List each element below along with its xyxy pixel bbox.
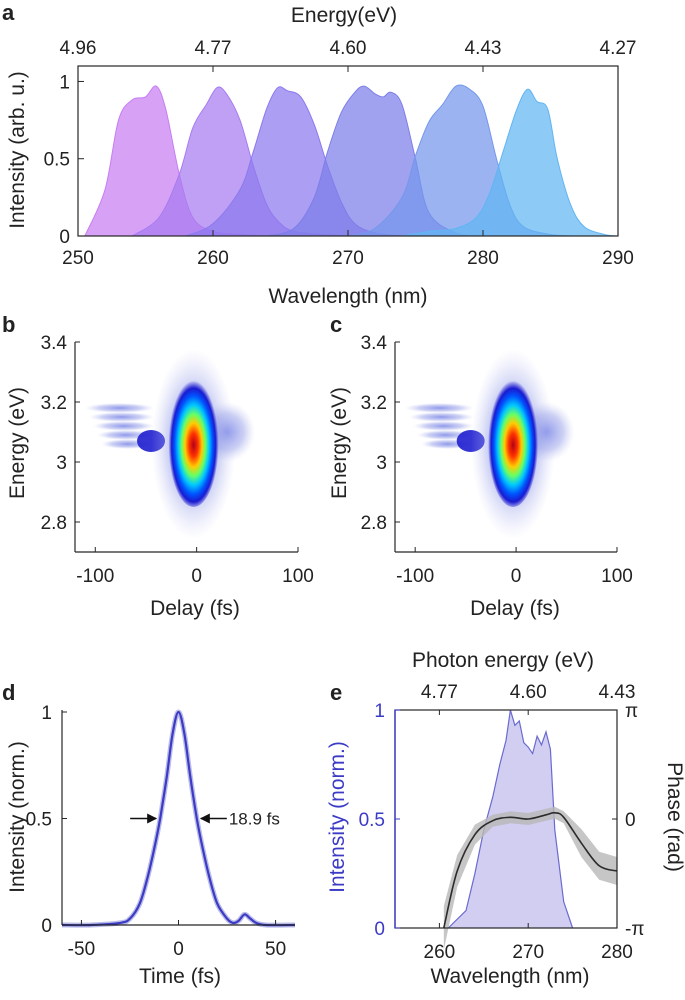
- panel-c: c -100 0 100 2.8 3 3.2 3.4 Delay (fs) Energy (…: [328, 312, 633, 620]
- panel-a-y-tick-label: 0: [59, 227, 70, 248]
- panel-e-y2-tick-label: 0: [625, 810, 636, 831]
- panel-b-x-tick-label: 0: [191, 566, 202, 587]
- panel-d-intensity-line: [61, 710, 296, 927]
- panel-b-x-tick-label: 100: [282, 566, 314, 587]
- panel-d-fwhm-arrowhead-right: [199, 813, 210, 824]
- panel-a-series-group: [84, 84, 619, 237]
- panel-a-top-tick-label: 4.27: [600, 38, 637, 59]
- panel-c-fringe: [409, 412, 474, 422]
- panel-c-y-tick-label: 2.8: [361, 513, 387, 534]
- panel-c-x-axis-label: Delay (fs): [470, 597, 560, 620]
- panel-a-x-axis-label: Wavelength (nm): [268, 285, 427, 308]
- panel-b-fringe: [85, 403, 155, 413]
- panel-c-ticks: -100 0 100 2.8 3 3.2 3.4: [361, 333, 633, 587]
- panel-b-y-tick-label: 3: [56, 453, 67, 474]
- panel-a-x-tick-label: 250: [62, 248, 94, 269]
- panel-a-x-tick-label: 280: [467, 248, 499, 269]
- panel-e-y-tick-label: 0.5: [359, 810, 385, 831]
- panel-c-x-tick-label: 0: [511, 566, 522, 587]
- panel-a-y-tick-label: 0.5: [44, 150, 70, 171]
- panel-b-heatmap: [74, 342, 298, 553]
- panel-a-y-tick-label: 1: [59, 72, 70, 93]
- panel-b-fringe: [93, 421, 155, 431]
- panel-a-top-tick-label: 4.43: [465, 38, 502, 59]
- panel-c-fringe: [405, 403, 474, 413]
- panel-a-top-tick-label: 4.96: [60, 38, 97, 59]
- panel-b-fringe: [89, 412, 155, 422]
- panel-e-phase-line: [443, 811, 618, 929]
- panel-d-ticks: -50 0 50 0 0.5 1: [26, 703, 287, 960]
- panel-d-y-tick-label: 0: [41, 916, 52, 937]
- panel-b-x-axis-label: Delay (fs): [150, 597, 240, 620]
- panel-e-y-tick-label: 0: [374, 919, 385, 940]
- panel-c-y-tick-label: 3.2: [361, 393, 387, 414]
- panel-label-b: b: [2, 312, 15, 337]
- panel-d-fwhm-label: 18.9 fs: [229, 810, 280, 829]
- panel-label-d: d: [2, 680, 15, 705]
- panel-e-top-tick-label: 4.43: [599, 682, 636, 703]
- panel-a-x-tick-label: 290: [602, 248, 634, 269]
- panel-b-y-tick-label: 2.8: [41, 513, 67, 534]
- panel-d-x-tick-label: 50: [265, 939, 286, 960]
- panel-c-fringe: [413, 421, 474, 431]
- panel-c-x-tick-label: -100: [396, 566, 434, 587]
- panel-d-y-tick-label: 0.5: [26, 810, 52, 831]
- panel-a-ticks: 250 260 270 280 290 4.96 4.77 4.60 4.43 4.27 0 0.5 1: [44, 38, 637, 269]
- panel-c-y-tick-label: 3.4: [361, 333, 388, 354]
- panel-a-series-6-area: [401, 88, 619, 237]
- panel-c-y-tick-label: 3: [376, 453, 387, 474]
- panel-d-x-tick-label: -50: [68, 939, 95, 960]
- panel-label-e: e: [330, 680, 342, 705]
- panel-c-x-tick-label: 100: [601, 566, 633, 587]
- panel-e-x-tick-label: 280: [601, 942, 633, 963]
- panel-b-y-axis-label: Energy (eV): [6, 387, 29, 499]
- panel-e-y-tick-label: 1: [374, 701, 385, 722]
- panel-d-plot: 18.9 fs: [61, 709, 296, 928]
- panel-label-a: a: [2, 0, 15, 25]
- panel-d: d 18.9 fs -50 0 50 0 0.5 1 Time (fs) Intensit…: [2, 680, 296, 988]
- panel-b-y-tick-label: 3.2: [41, 393, 67, 414]
- panel-e-x-axis-label: Wavelength (nm): [430, 965, 589, 988]
- panel-e-y2-tick-label: π: [625, 701, 638, 722]
- panel-a-top-tick-label: 4.60: [330, 38, 367, 59]
- panel-b-ticks: -100 0 100 2.8 3 3.2 3.4: [41, 333, 314, 587]
- panel-c-main-lobe: [488, 378, 539, 507]
- panel-label-c: c: [330, 312, 342, 337]
- panel-a-top-tick-label: 4.77: [195, 38, 232, 59]
- panel-d-x-tick-label: 0: [173, 939, 184, 960]
- panel-d-y-axis-label: Intensity (norm.): [6, 741, 29, 893]
- panel-a-y-axis-label: Intensity (arb. u.): [6, 71, 29, 229]
- panel-e-ticks: 260 270 280 4.77 4.60 4.43 0 0.5 1 -π 0 π: [359, 682, 645, 963]
- panel-e-y2-axis-label: Phase (rad): [663, 762, 685, 872]
- panel-a-x-tick-label: 260: [197, 248, 229, 269]
- panel-a-top-axis-label: Energy(eV): [291, 4, 397, 27]
- panel-b-main-lobe: [168, 378, 219, 507]
- panel-e-top-tick-label: 4.60: [510, 682, 547, 703]
- panel-d-y-tick-label: 1: [41, 703, 52, 724]
- panel-e-plot: [443, 709, 618, 950]
- panel-e-top-axis-label: Photon energy (eV): [412, 649, 594, 672]
- panel-e-y-axis-label: Intensity (norm.): [326, 741, 349, 893]
- panel-b-x-tick-label: -100: [76, 566, 114, 587]
- panel-d-fwhm-arrowhead-left: [147, 813, 158, 824]
- panel-c-heatmap: [394, 342, 617, 553]
- panel-b-y-tick-label: 3.4: [41, 333, 68, 354]
- panel-e-top-tick-label: 4.77: [421, 682, 458, 703]
- panel-a: a Energy(eV) 250 260 270 280 290 4.96 4.77 4.60…: [2, 0, 636, 308]
- panel-c-y-axis-label: Energy (eV): [328, 387, 351, 499]
- panel-e-y2-tick-label: -π: [625, 919, 644, 940]
- panel-a-x-tick-label: 270: [332, 248, 364, 269]
- panel-d-x-axis-label: Time (fs): [139, 965, 221, 988]
- panel-b: b -100 0 100 2.8 3 3.2 3.4 Delay (fs) Energy (…: [2, 312, 314, 620]
- panel-e: e Photon energy (eV) 260 270 280 4.77 4.60 4.…: [326, 649, 685, 988]
- panel-e-x-tick-label: 270: [512, 942, 544, 963]
- panel-e-x-tick-label: 260: [424, 942, 456, 963]
